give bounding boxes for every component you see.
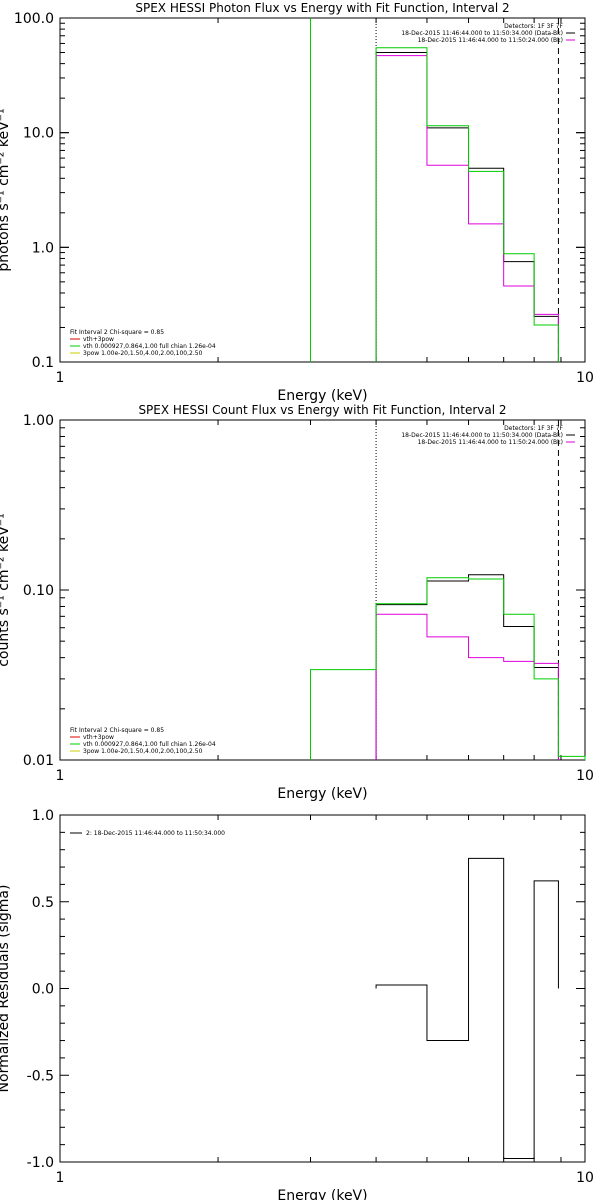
legend-entry: vth+3pow	[83, 336, 114, 343]
chart-title: SPEX HESSI Photon Flux vs Energy with Fi…	[135, 1, 509, 15]
plot-frame	[59, 814, 586, 1163]
chart-title: SPEX HESSI Count Flux vs Energy with Fit…	[138, 403, 506, 417]
x-axis-label: Energy (keV)	[277, 786, 367, 802]
legend-entry: vth+3pow	[83, 734, 114, 741]
y-tick-label: 1.0	[32, 240, 54, 256]
series-histogram	[375, 47, 559, 362]
legend-entry: Fit Interval 2 Chi-square = 0.85	[70, 329, 164, 336]
series-histogram	[375, 574, 559, 760]
legend-entry: Detectors: 1F 3F 7F	[504, 23, 563, 30]
y-tick-label: 10.0	[23, 126, 54, 142]
series-histogram	[309, 577, 586, 760]
legend-entry: Detectors: 1F 3F 7F	[504, 425, 563, 432]
y-tick-label: -1.0	[27, 1155, 54, 1171]
legend-entry: 3pow 1.00e-20,1.50,4.00,2.00,100,2.50	[83, 748, 203, 755]
legend-entry: 3pow 1.00e-20,1.50,4.00,2.00,100,2.50	[83, 350, 203, 357]
x-tick-label: 10	[576, 768, 594, 784]
y-tick-label: 0.1	[32, 355, 54, 371]
legend-entry: vth 0.000927,0.864,1.00 full chian 1.26e…	[83, 741, 216, 748]
series-histogram	[375, 52, 559, 362]
plot-frame	[59, 17, 586, 363]
x-axis-label: Energy (keV)	[277, 388, 367, 404]
y-tick-label: 0.01	[23, 753, 54, 769]
x-axis-label: Energy (keV)	[277, 1188, 367, 1200]
y-tick-label: 0.0	[32, 982, 54, 998]
y-axis-label: counts s⁻¹ cm⁻² keV⁻¹	[0, 513, 12, 667]
y-tick-label: 1.0	[32, 808, 54, 824]
y-tick-label: 100.0	[14, 11, 54, 27]
y-tick-label: 0.10	[23, 583, 54, 599]
legend-entry: 18-Dec-2015 11:46:44.000 to 11:50:34.000…	[401, 30, 563, 37]
legend-entry: Fit Interval 2 Chi-square = 0.85	[70, 727, 164, 734]
plot-frame	[59, 419, 586, 761]
x-tick-label: 1	[56, 1170, 65, 1186]
legend-entry: 18-Dec-2015 11:46:44.000 to 11:50:24.000…	[418, 37, 563, 44]
y-tick-label: 0.5	[32, 895, 54, 911]
x-tick-label: 10	[576, 370, 594, 386]
x-tick-label: 1	[56, 768, 65, 784]
y-tick-label: -0.5	[27, 1068, 54, 1084]
legend-entry: 18-Dec-2015 11:46:44.000 to 11:50:34.000…	[401, 432, 563, 439]
series-histogram	[375, 55, 559, 362]
x-tick-label: 1	[56, 370, 65, 386]
y-axis-label: photons s⁻¹ cm⁻² keV⁻¹	[0, 108, 12, 271]
legend-entry: 18-Dec-2015 11:46:44.000 to 11:50:24.000…	[418, 439, 563, 446]
legend-entry: 2: 18-Dec-2015 11:46:44.000 to 11:50:34.…	[86, 830, 225, 837]
legend-entry: vth 0.000927,0.864,1.00 full chian 1.26e…	[83, 343, 216, 350]
x-tick-label: 10	[576, 1170, 594, 1186]
y-tick-label: 1.00	[23, 413, 54, 429]
series-histogram	[375, 857, 559, 1160]
y-axis-label: Normalized Residuals (sigma)	[0, 885, 12, 1093]
series-histogram	[375, 613, 559, 760]
